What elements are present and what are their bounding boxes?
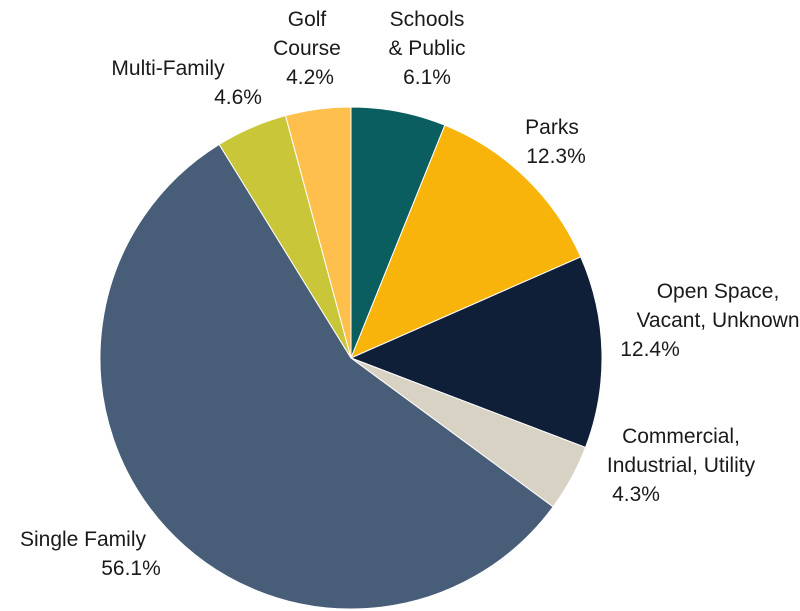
- slice-percent-multi-family: 4.6%: [214, 86, 262, 109]
- slice-label-schools-public: Schools & Public 6.1%: [388, 8, 465, 89]
- slice-label-single-family: Single Family 56.1%: [20, 528, 161, 580]
- slice-label-line: Multi-Family: [111, 57, 225, 80]
- slice-percent-commercial-industrial-utility: 4.3%: [612, 483, 660, 506]
- slice-label-line: Golf: [288, 8, 327, 31]
- slice-label-line: Industrial, Utility: [607, 454, 756, 477]
- slice-label-golf-course: Golf Course 4.2%: [273, 8, 341, 89]
- slice-label-line: Single Family: [20, 528, 147, 551]
- slice-label-line: Commercial,: [622, 425, 740, 448]
- slice-label-parks: Parks 12.3%: [525, 116, 586, 168]
- slice-label-line: Schools: [390, 8, 465, 31]
- slice-label-line: Course: [273, 37, 341, 60]
- pie-slice-open-space-vacant-unknown: [349, 256, 603, 449]
- slice-percent-open-space-vacant-unknown: 12.4%: [620, 338, 680, 361]
- slice-label-line: Open Space,: [657, 280, 780, 303]
- slice-percent-single-family: 56.1%: [101, 557, 161, 580]
- slice-label-line: Vacant, Unknown: [636, 309, 799, 332]
- slice-label-commercial-industrial-utility: Commercial, Industrial, Utility 4.3%: [607, 425, 756, 506]
- slice-label-multi-family: Multi-Family 4.6%: [111, 57, 262, 109]
- slice-label-open-space-vacant-unknown: Open Space, Vacant, Unknown 12.4%: [620, 280, 799, 361]
- pie-slice-parks: [350, 124, 582, 359]
- slice-percent-parks: 12.3%: [526, 145, 586, 168]
- pie-slice-single-family: [99, 143, 554, 610]
- slice-label-line: & Public: [388, 37, 465, 60]
- slice-percent-schools-public: 6.1%: [403, 66, 451, 89]
- slice-label-line: Parks: [525, 116, 579, 139]
- slice-percent-golf-course: 4.2%: [286, 66, 334, 89]
- pie-slice-golf-course: [284, 106, 352, 359]
- pie-labels: Schools & Public 6.1% Parks 12.3% Open Space,…: [20, 8, 800, 580]
- pie-slices: [99, 106, 603, 610]
